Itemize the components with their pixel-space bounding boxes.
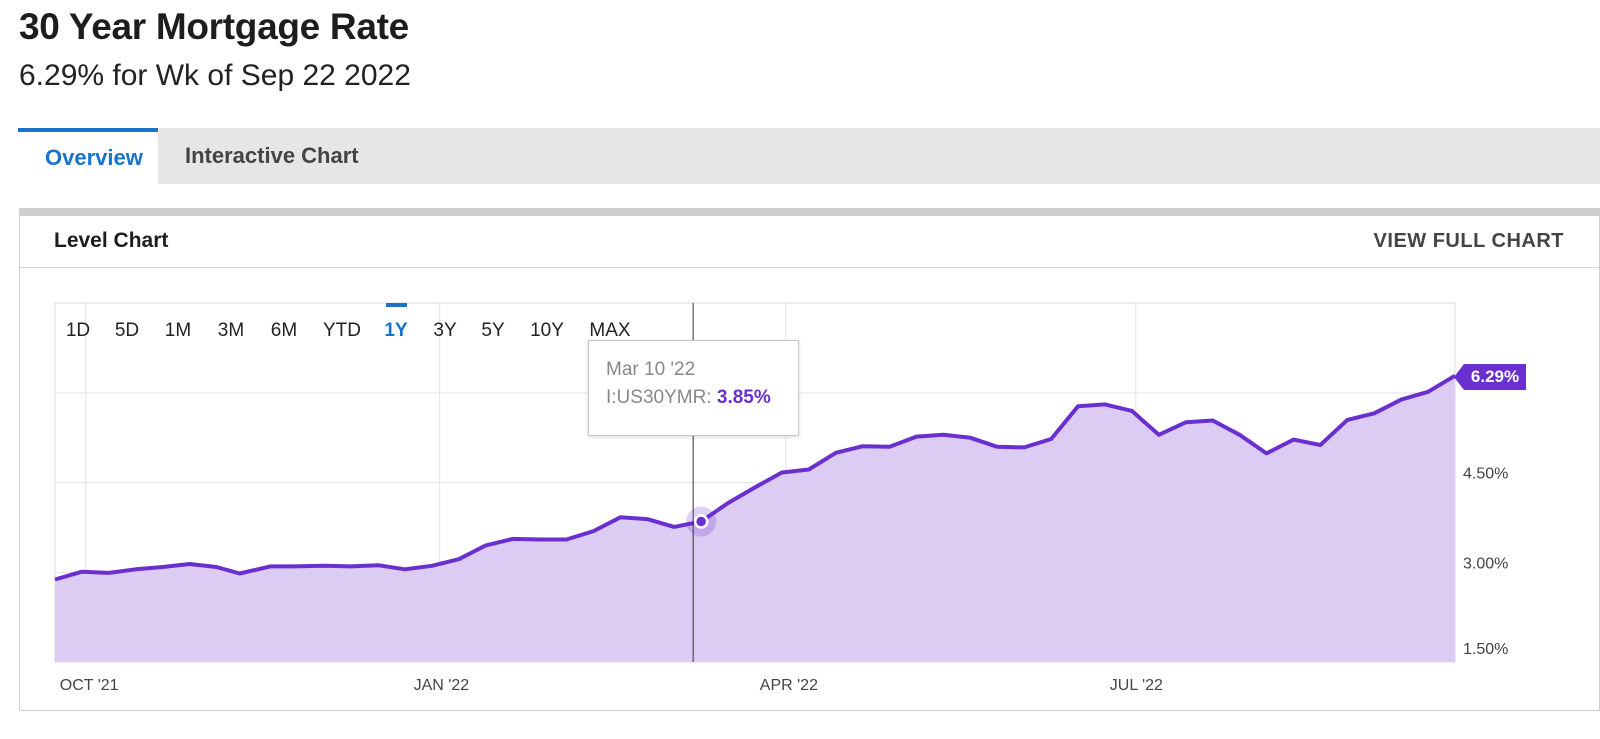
- x-tick-label: OCT '21: [60, 677, 119, 694]
- y-tick-label: 3.00%: [1463, 555, 1508, 572]
- card-header: Level Chart VIEW FULL CHART: [20, 216, 1599, 268]
- range-button-3m[interactable]: 3M: [218, 320, 244, 341]
- range-button-5d[interactable]: 5D: [115, 320, 139, 341]
- tab-overview[interactable]: Overview: [18, 128, 158, 184]
- y-axis-ticks: 1.50% 3.00% 4.50%: [1463, 466, 1508, 658]
- last-value-badge: 6.29%: [1454, 364, 1526, 390]
- range-button-ytd[interactable]: YTD: [323, 320, 361, 341]
- area-fill: [55, 375, 1455, 662]
- range-button-5y[interactable]: 5Y: [481, 320, 505, 341]
- active-range-indicator: [386, 303, 407, 307]
- range-selector: 1D 5D 1M 3M 6M YTD 1Y 3Y 5Y 10Y MAX: [66, 320, 631, 341]
- range-button-1y[interactable]: 1Y: [384, 320, 408, 341]
- y-tick-label: 4.50%: [1463, 466, 1508, 483]
- card-title: Level Chart: [54, 229, 169, 252]
- range-button-10y[interactable]: 10Y: [530, 320, 564, 341]
- range-button-6m[interactable]: 6M: [271, 320, 297, 341]
- highlight-point: [693, 514, 709, 529]
- y-tick-label: 1.50%: [1463, 641, 1508, 658]
- range-button-max[interactable]: MAX: [589, 320, 631, 341]
- range-button-3y[interactable]: 3Y: [433, 320, 457, 341]
- page-title: 30 Year Mortgage Rate: [19, 6, 409, 47]
- rate-series-line: [54, 373, 1457, 582]
- view-full-chart-link[interactable]: VIEW FULL CHART: [1373, 230, 1564, 252]
- range-button-1d[interactable]: 1D: [66, 320, 90, 341]
- tab-interactive-chart[interactable]: Interactive Chart: [185, 143, 359, 168]
- x-tick-label: JAN '22: [414, 677, 470, 694]
- page-subtitle: 6.29% for Wk of Sep 22 2022: [19, 59, 411, 92]
- tooltip-value: 3.85%: [716, 387, 771, 408]
- x-tick-label: APR '22: [760, 677, 818, 694]
- tooltip-series-label: I:US30YMR:: [606, 387, 712, 408]
- x-axis-ticks: OCT '21 JAN '22 APR '22 JUL '22: [60, 677, 1163, 694]
- range-button-1m[interactable]: 1M: [165, 320, 191, 341]
- tab-bar: Overview Interactive Chart: [18, 128, 1600, 184]
- chart-tooltip: Mar 10 '22 I:US30YMR: 3.85%: [588, 340, 799, 436]
- tooltip-date: Mar 10 '22: [606, 359, 696, 380]
- x-tick-label: JUL '22: [1110, 677, 1163, 694]
